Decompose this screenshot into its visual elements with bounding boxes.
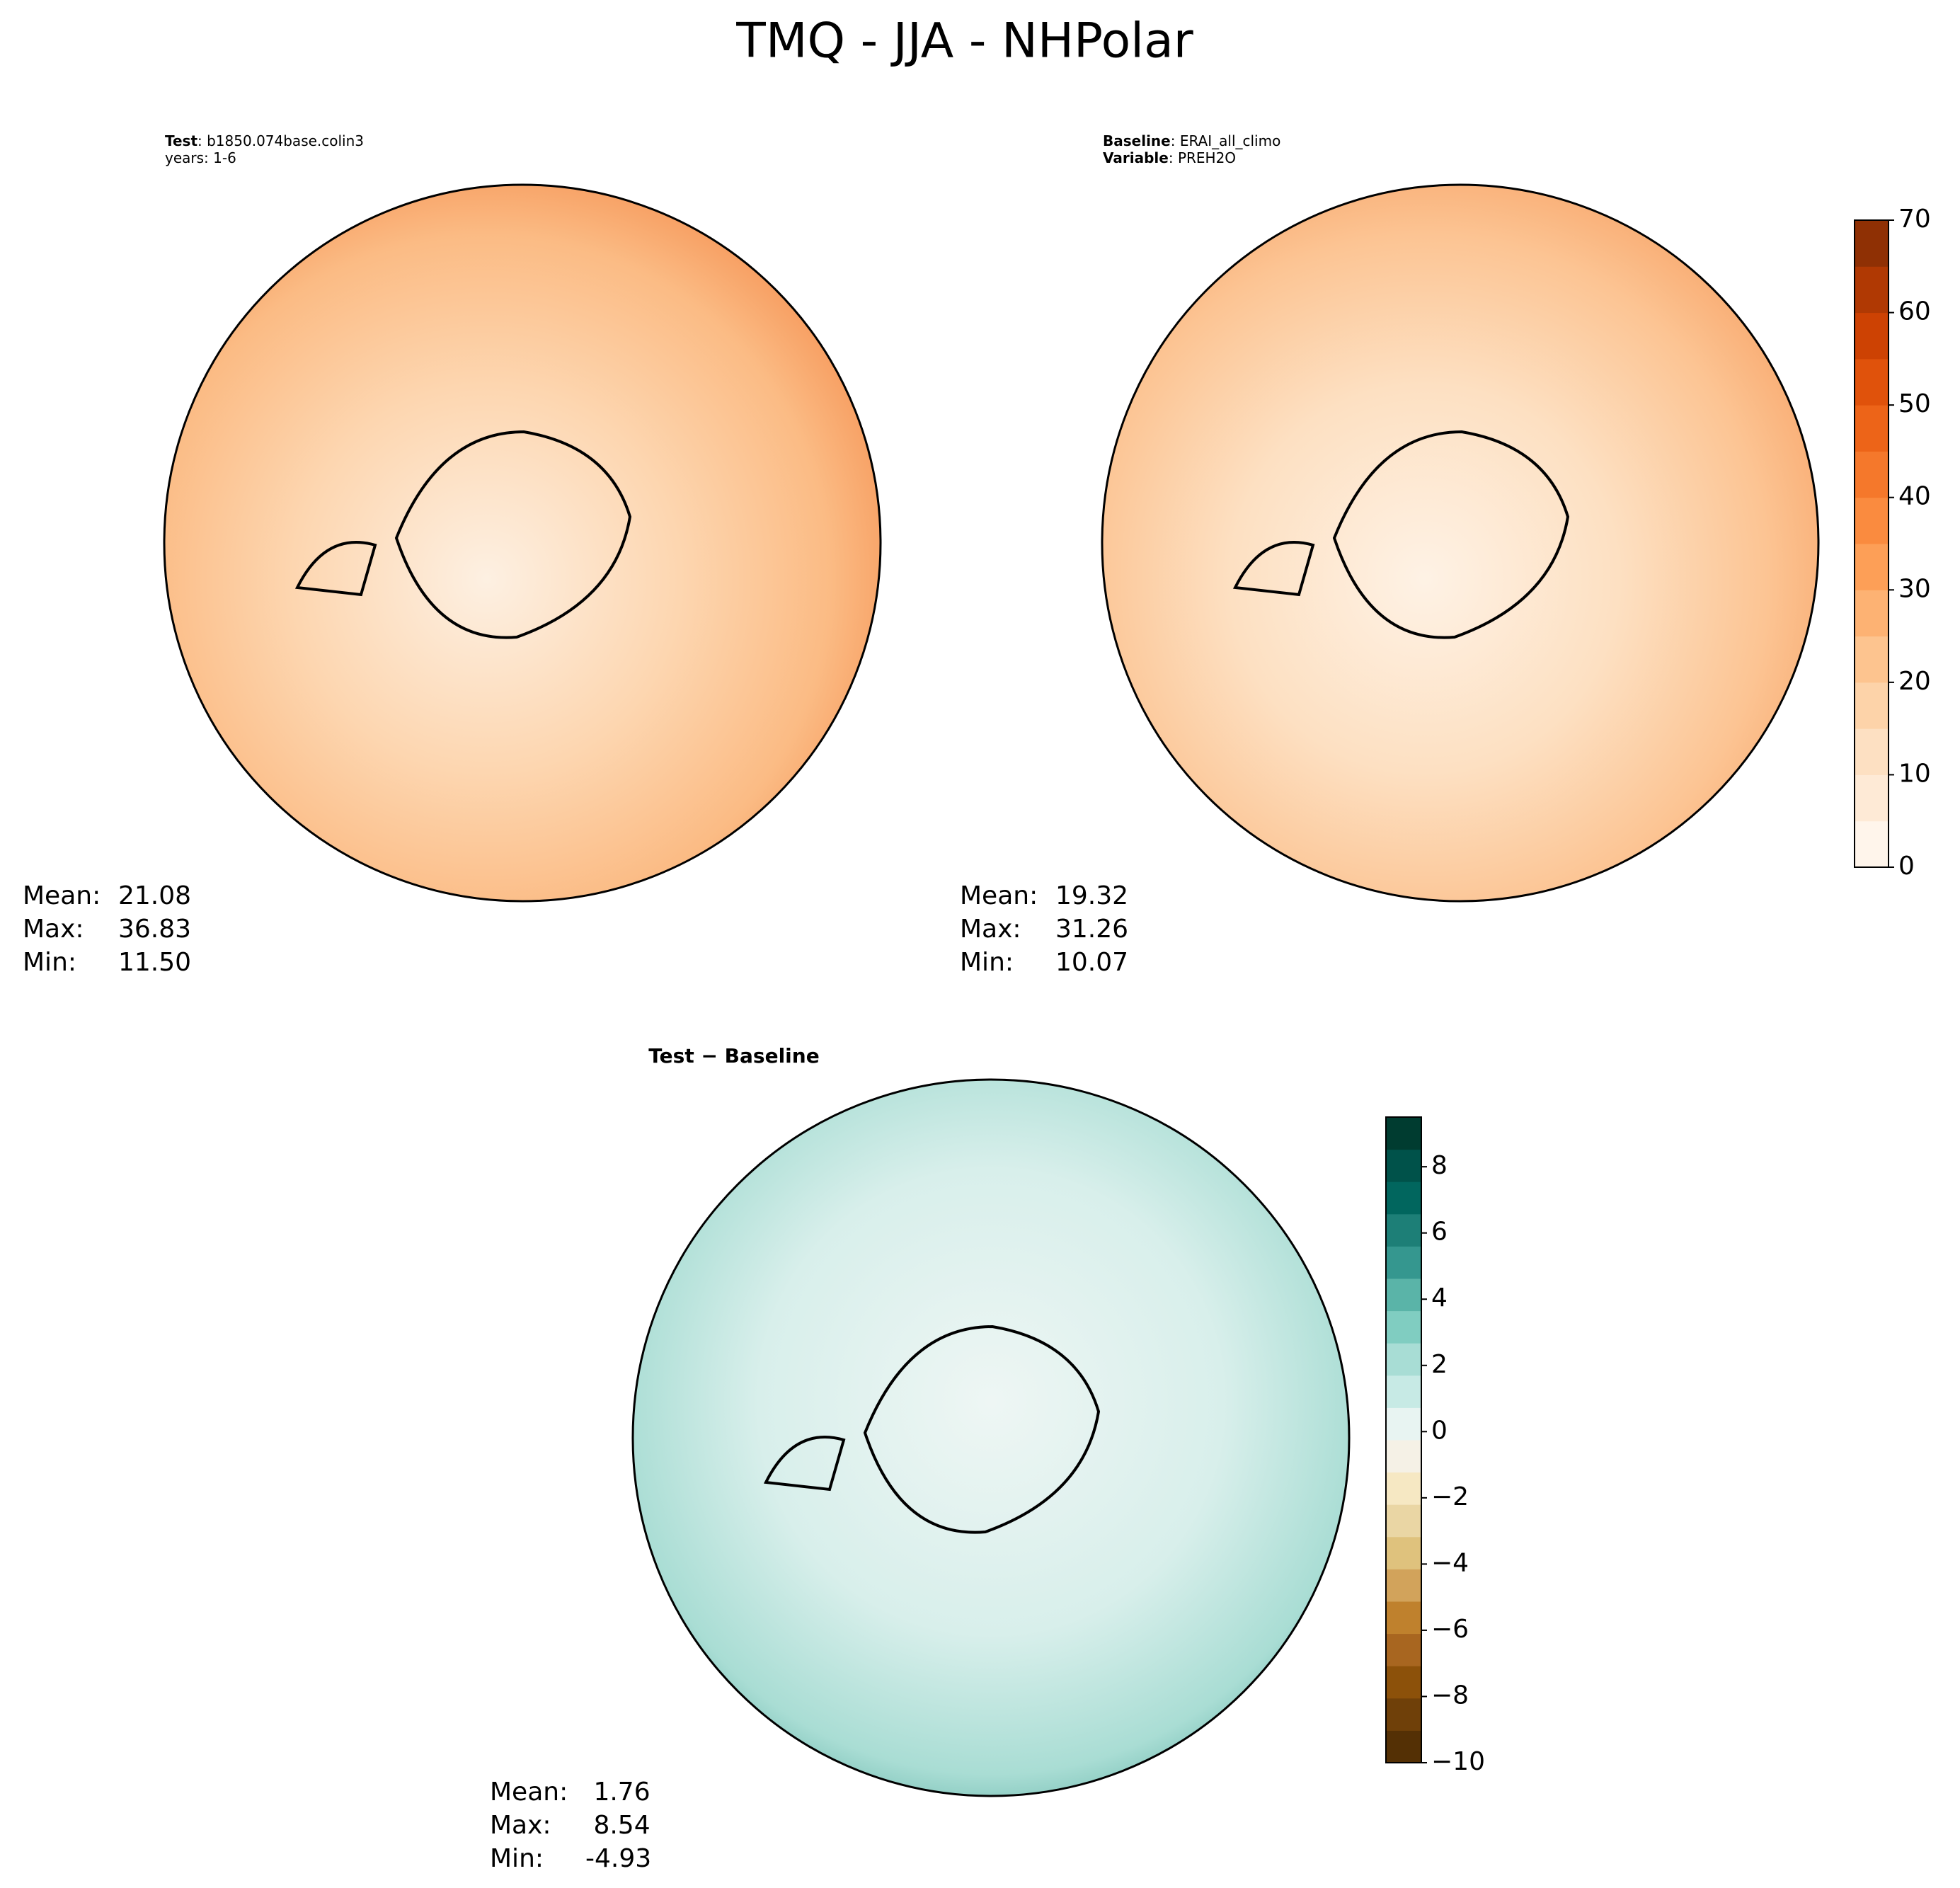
subtitle: Variable: PREH2O: [1103, 149, 1236, 166]
colorbar-band: [1386, 1407, 1421, 1441]
colorbar-band: [1855, 728, 1889, 775]
subtitle-key: Baseline: [1103, 132, 1171, 149]
subtitle-text: : ERAI_all_climo: [1171, 132, 1281, 149]
colorbar-band: [1386, 1698, 1421, 1731]
stat-name: Min:: [490, 1844, 544, 1873]
colorbar-band: [1855, 544, 1889, 590]
colorbar-tick-label: 60: [1898, 297, 1931, 326]
colorbar-band: [1386, 1504, 1421, 1538]
colorbar-band: [1386, 1343, 1421, 1376]
subtitle-text: : b1850.074base.colin3: [197, 132, 364, 149]
colorbar-band: [1855, 220, 1889, 267]
colorbar-tick-label: −8: [1431, 1681, 1469, 1710]
stat-value: 1.76: [585, 1778, 651, 1807]
stat-name: Min:: [960, 948, 1014, 977]
subtitle-text: years: 1-6: [165, 149, 236, 166]
stat-name: Mean:: [490, 1778, 568, 1807]
colorbar-tick-label: 30: [1898, 574, 1931, 603]
colorbar-band: [1386, 1440, 1421, 1473]
stat-value: 19.32: [1055, 881, 1128, 910]
subtitle-key: Test − Baseline: [648, 1044, 819, 1068]
colorbar-band: [1386, 1601, 1421, 1635]
colorbar-band: [1855, 405, 1889, 452]
stat-value: 36.83: [118, 915, 191, 944]
colorbar-tick-label: 0: [1431, 1416, 1448, 1445]
stat-name: Min:: [23, 948, 76, 977]
colorbar-tick-label: 50: [1898, 389, 1931, 418]
subtitle: years: 1-6: [165, 149, 236, 166]
figure-title: TMQ - JJA - NHPolar: [735, 13, 1193, 69]
stat-name: Mean:: [960, 881, 1038, 910]
colorbar-band: [1855, 682, 1889, 729]
stat-name: Max:: [23, 915, 84, 944]
map-2: [631, 1078, 1351, 1797]
colorbar-band: [1386, 1536, 1421, 1569]
subtitle-key: Test: [165, 132, 197, 149]
colorbar-band: [1386, 1278, 1421, 1312]
colorbar-tick-label: −4: [1431, 1548, 1469, 1577]
stat-name: Mean:: [23, 881, 101, 910]
stat-value: -4.93: [585, 1844, 651, 1873]
subtitle: Test: b1850.074base.colin3: [165, 132, 364, 149]
colorbar-band: [1855, 590, 1889, 637]
stat-name: Max:: [490, 1811, 551, 1840]
colorbar-tick-label: −6: [1431, 1615, 1469, 1644]
subtitle: Baseline: ERAI_all_climo: [1103, 132, 1280, 149]
stat-value: 21.08: [118, 881, 191, 910]
map-0: [163, 183, 882, 903]
colorbar-tick-label: 6: [1431, 1218, 1448, 1247]
colorbar-tick-label: 20: [1898, 667, 1931, 696]
colorbar-band: [1386, 1246, 1421, 1279]
colorbar-tick-label: 70: [1898, 205, 1931, 234]
colorbar-band: [1855, 451, 1889, 498]
colorbar-band: [1386, 1472, 1421, 1505]
colorbar-band: [1386, 1375, 1421, 1408]
colorbar-tick-label: 10: [1898, 759, 1931, 788]
colorbar-tick-label: −2: [1431, 1482, 1469, 1511]
subtitle-text: : PREH2O: [1169, 149, 1236, 166]
stat-value: 11.50: [118, 948, 191, 977]
colorbar-band: [1855, 820, 1889, 868]
colorbar-band: [1386, 1569, 1421, 1602]
subtitle-key: Variable: [1103, 149, 1169, 166]
colorbar-tick-label: 40: [1898, 482, 1931, 511]
subtitle: Test − Baseline: [648, 1044, 819, 1068]
colorbar-band: [1855, 358, 1889, 406]
colorbar-band: [1386, 1182, 1421, 1215]
colorbar-band: [1386, 1633, 1421, 1666]
colorbar-band: [1855, 266, 1889, 314]
stat-value: 8.54: [585, 1811, 651, 1840]
colorbar-tick-label: 8: [1431, 1151, 1448, 1180]
colorbar-tick-label: 2: [1431, 1350, 1448, 1379]
colorbar-band: [1386, 1730, 1421, 1763]
colorbar-frame: [1854, 219, 1889, 868]
colorbar-tick-label: 0: [1898, 852, 1915, 881]
stat-name: Max:: [960, 915, 1021, 944]
colorbar-band: [1855, 497, 1889, 544]
colorbar-frame: [1385, 1116, 1422, 1763]
stat-value: 10.07: [1055, 948, 1128, 977]
colorbar-band: [1386, 1149, 1421, 1182]
colorbar-band: [1386, 1666, 1421, 1699]
colorbar-band: [1386, 1213, 1421, 1247]
colorbar-band: [1386, 1310, 1421, 1344]
colorbar-tick-label: −10: [1431, 1747, 1485, 1776]
stat-value: 31.26: [1055, 915, 1128, 944]
colorbar-tick-label: 4: [1431, 1283, 1448, 1312]
colorbar-band: [1855, 312, 1889, 360]
map-1: [1101, 183, 1820, 903]
colorbar-band: [1386, 1117, 1421, 1150]
colorbar-band: [1855, 636, 1889, 683]
colorbar-band: [1855, 774, 1889, 822]
